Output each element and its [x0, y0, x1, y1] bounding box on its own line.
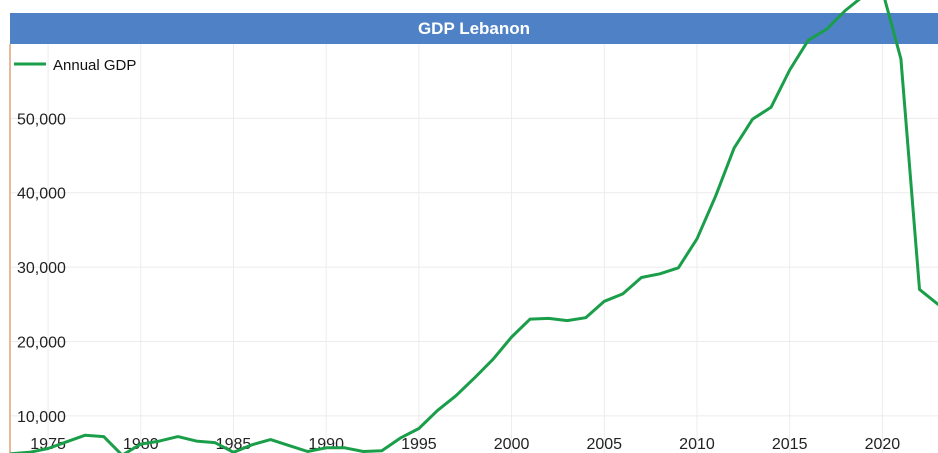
- y-axis-ticks: 10,000 20,000 30,000 40,000 50,000: [17, 111, 66, 425]
- y-tick-label: 30,000: [17, 260, 66, 277]
- x-tick-label: 2000: [494, 436, 530, 453]
- x-tick-label: 1995: [401, 436, 437, 453]
- legend-label-annual-gdp: Annual GDP: [53, 57, 136, 74]
- y-tick-label: 10,000: [17, 409, 66, 426]
- y-tick-label: 40,000: [17, 186, 66, 203]
- legend: Annual GDP: [14, 57, 136, 74]
- x-tick-label: 2020: [865, 436, 901, 453]
- series-layer: [9, 0, 938, 453]
- left-axis-rule: [9, 44, 11, 453]
- y-tick-label: 20,000: [17, 334, 66, 351]
- x-tick-label: 2015: [772, 436, 808, 453]
- x-axis-ticks: 1975 1980 1985 1990 1995 2000 2005 2010 2015 2020: [30, 436, 900, 453]
- x-tick-label: 2010: [679, 436, 715, 453]
- y-tick-label: 50,000: [17, 111, 66, 128]
- x-tick-label: 2005: [586, 436, 622, 453]
- series-line-annual-gdp: [9, 0, 938, 453]
- x-tick-label: 1975: [30, 436, 66, 453]
- chart-title: GDP Lebanon: [10, 13, 938, 44]
- gridlines: [11, 44, 938, 453]
